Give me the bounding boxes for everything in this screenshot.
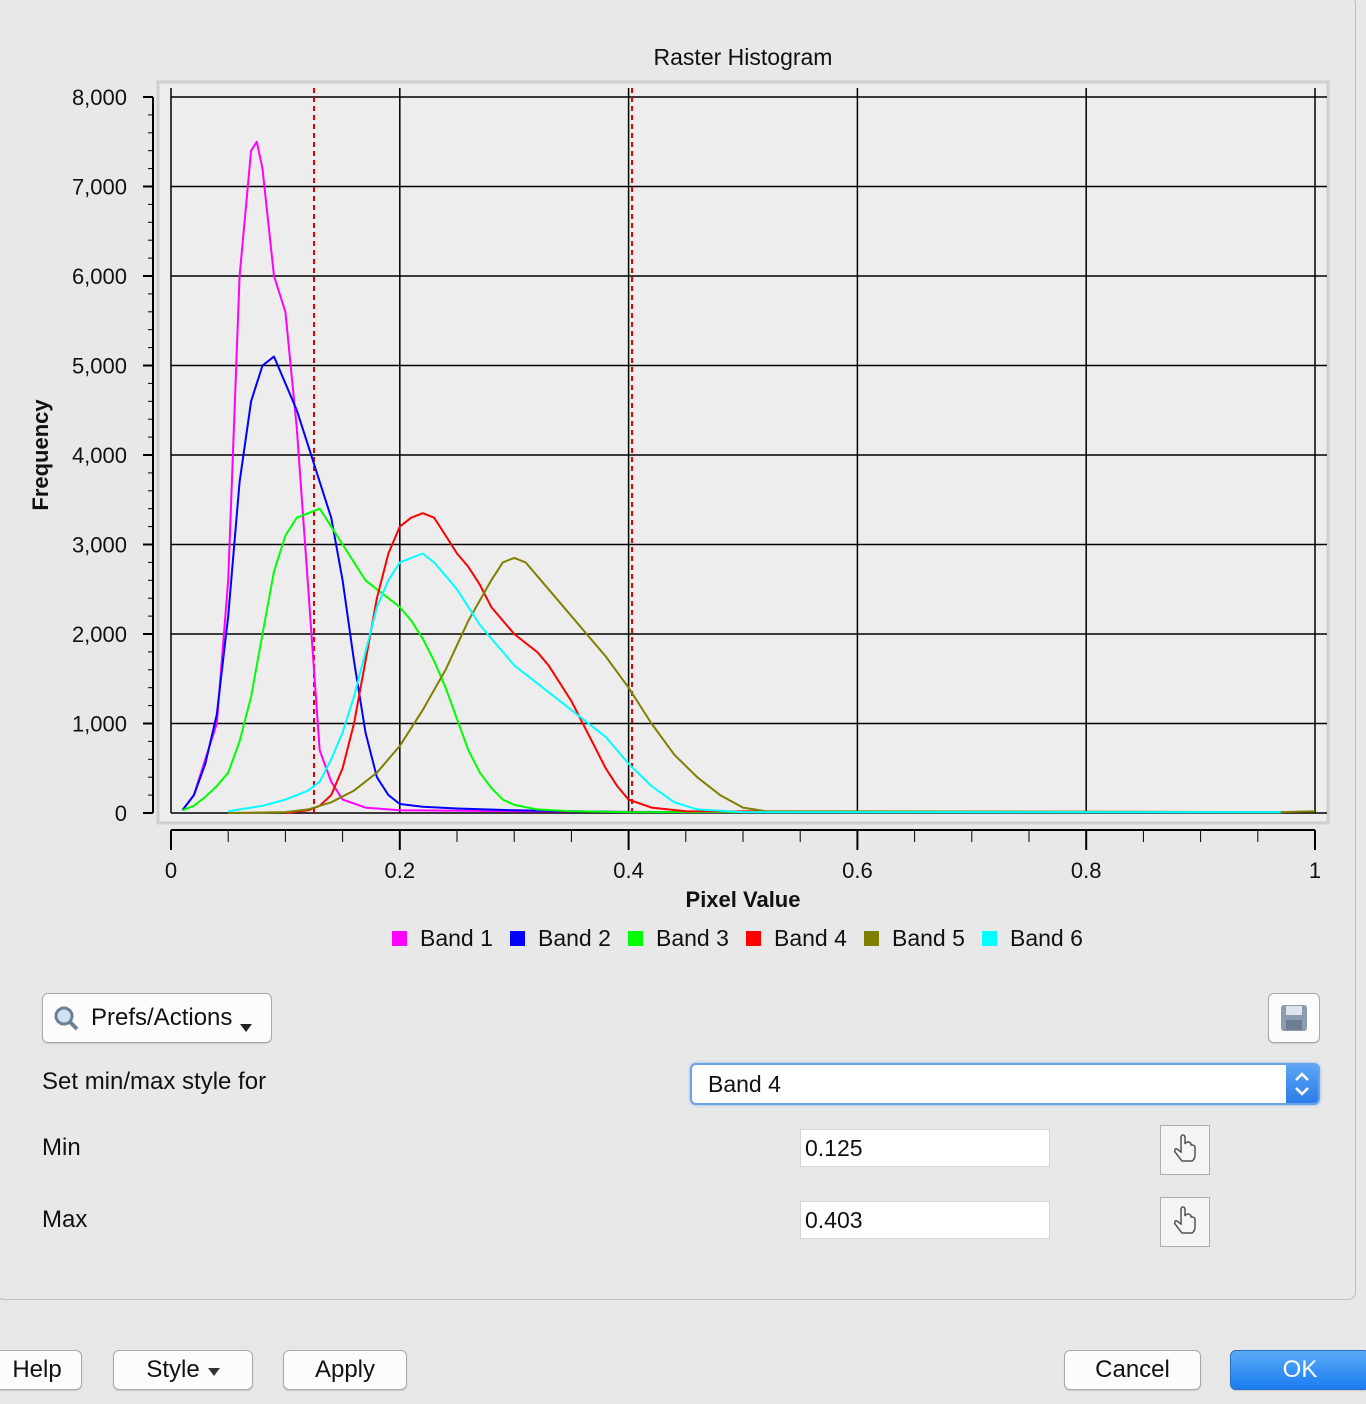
min-label: Min [42, 1134, 81, 1161]
y-tick-label: 0 [115, 801, 127, 826]
series-line-band-6 [228, 552, 1281, 814]
y-axis-label: Frequency [28, 399, 53, 511]
cancel-button[interactable]: Cancel [1064, 1350, 1201, 1390]
max-label: Max [42, 1206, 88, 1233]
series-line-band-3 [182, 507, 1281, 814]
help-button[interactable]: Help [0, 1350, 82, 1390]
chevron-down-icon [207, 1368, 220, 1376]
legend-swatch [628, 931, 643, 946]
style-button[interactable]: Style [113, 1350, 253, 1390]
x-tick-label: 0.4 [613, 858, 644, 883]
y-tick-label: 6,000 [72, 264, 127, 289]
ok-button[interactable]: OK [1230, 1350, 1366, 1390]
pointer-hand-icon [1174, 1206, 1196, 1234]
legend-label: Band 1 [420, 925, 493, 951]
legend-swatch [746, 931, 761, 946]
magnifier-icon [53, 1005, 79, 1031]
legend-swatch [982, 931, 997, 946]
series-line-band-4 [285, 512, 1281, 814]
style-button-label: Style [146, 1356, 200, 1383]
legend-swatch [392, 931, 407, 946]
pick-min-button[interactable] [1160, 1125, 1210, 1175]
prefs-actions-label: Prefs/Actions [91, 1004, 233, 1031]
x-tick-label: 1 [1309, 858, 1321, 883]
y-tick-label: 5,000 [72, 354, 127, 379]
save-histogram-button[interactable] [1268, 993, 1320, 1043]
raster-histogram-chart: Raster Histogram 0 1,000 2,000 3,000 4,000 5,… [28, 44, 1330, 951]
pointer-hand-icon [1174, 1134, 1196, 1162]
band-select-value: Band 4 [708, 1071, 781, 1097]
x-axis-label: Pixel Value [686, 887, 801, 912]
set-minmax-style-label: Set min/max style for [42, 1068, 267, 1095]
legend-label: Band 4 [774, 925, 847, 951]
prefs-actions-button[interactable]: Prefs/Actions [42, 993, 272, 1043]
x-tick-label: 0 [165, 858, 177, 883]
legend-swatch [510, 931, 525, 946]
legend-swatch [864, 931, 879, 946]
legend-label: Band 6 [1010, 925, 1083, 951]
y-tick-label: 8,000 [72, 85, 127, 110]
y-tick-label: 3,000 [72, 533, 127, 558]
apply-button[interactable]: Apply [283, 1350, 407, 1390]
min-value-field[interactable]: 0.125 [800, 1129, 1050, 1167]
floppy-disk-icon [1281, 1005, 1307, 1031]
legend-label: Band 3 [656, 925, 729, 951]
chevron-down-icon [240, 1024, 253, 1032]
chart-title: Raster Histogram [654, 44, 833, 70]
y-tick-label: 7,000 [72, 175, 127, 200]
band-select[interactable]: Band 4 [690, 1063, 1320, 1105]
max-value-field[interactable]: 0.403 [800, 1201, 1050, 1239]
x-tick-label: 0.6 [842, 858, 873, 883]
series-line-band-5 [228, 556, 1316, 814]
y-tick-label: 2,000 [72, 622, 127, 647]
y-tick-label: 4,000 [72, 443, 127, 468]
y-tick-label: 1,000 [72, 712, 127, 737]
series-line-band-2 [181, 355, 1281, 814]
pick-max-button[interactable] [1160, 1197, 1210, 1247]
apply-button-label: Apply [314, 1356, 376, 1383]
select-arrows-icon [1286, 1065, 1318, 1103]
x-tick-label: 0.2 [385, 858, 416, 883]
ok-button-label: OK [1282, 1356, 1318, 1383]
legend-label: Band 5 [892, 925, 965, 951]
plot-area [156, 80, 1330, 825]
x-tick-label: 0.8 [1071, 858, 1102, 883]
legend-label: Band 2 [538, 925, 611, 951]
cancel-button-label: Cancel [1095, 1356, 1170, 1383]
help-button-label: Help [12, 1356, 62, 1383]
